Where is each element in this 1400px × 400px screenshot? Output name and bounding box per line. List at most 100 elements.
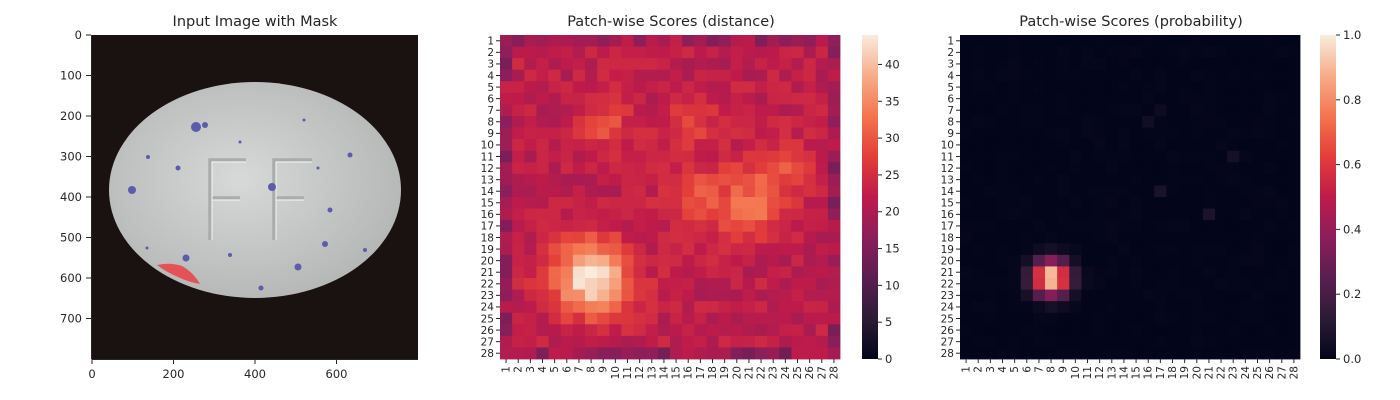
- heatmap-cell: [1142, 69, 1155, 82]
- heatmap-cell: [657, 116, 671, 128]
- y-tick-label: 28: [481, 348, 494, 360]
- heatmap-cell: [1081, 127, 1094, 140]
- heatmap-cell: [779, 58, 792, 71]
- heatmap-cell: [1239, 81, 1252, 94]
- heatmap-cell: [1287, 139, 1301, 152]
- heatmap-cell: [960, 347, 973, 360]
- colorbar-tick-label: 0.4: [1343, 222, 1361, 236]
- heatmap-cell: [512, 69, 525, 82]
- heatmap-cell: [1227, 46, 1240, 59]
- heatmap-cell: [1239, 69, 1252, 82]
- heatmap-cell: [718, 335, 732, 348]
- heatmap-cell: [572, 266, 586, 279]
- heatmap-cell: [1178, 266, 1192, 279]
- y-tick-label: 2: [487, 47, 494, 59]
- heatmap-cell: [1130, 197, 1143, 209]
- heatmap-cell: [791, 208, 804, 221]
- heatmap-cell: [984, 347, 997, 360]
- heatmap-cell: [694, 278, 707, 290]
- heatmap-cell: [524, 116, 537, 128]
- heatmap-cell: [682, 35, 695, 47]
- heatmap-cell: [803, 197, 817, 209]
- heatmap-cell: [791, 335, 804, 348]
- heatmap-cell: [1215, 197, 1228, 209]
- heatmap-cell: [633, 347, 647, 360]
- x-tick-label: 7: [1033, 366, 1045, 373]
- y-tick-label: 200: [60, 109, 82, 123]
- heatmap-cell: [1117, 69, 1131, 82]
- heatmap-cell: [718, 197, 732, 209]
- heatmap-cell: [597, 150, 610, 163]
- heatmap-cell: [1020, 197, 1034, 209]
- heatmap-cell: [1081, 254, 1094, 267]
- heatmap-cell: [1215, 220, 1228, 233]
- heatmap-cell: [1275, 324, 1289, 337]
- heatmap-cell: [972, 301, 985, 314]
- heatmap-cell: [803, 69, 817, 82]
- heatmap-cell: [1251, 254, 1264, 267]
- heatmap-cell: [633, 92, 647, 105]
- heatmap-cell: [682, 266, 695, 279]
- panel3-title: Patch-wise Scores (probability): [1019, 14, 1242, 30]
- heatmap-cell: [597, 162, 610, 175]
- heatmap-cell: [718, 208, 732, 221]
- heatmap-cell: [1008, 208, 1022, 221]
- x-tick-label: 15: [671, 366, 683, 379]
- heatmap-cell: [1020, 173, 1034, 186]
- heatmap-cell: [791, 185, 804, 198]
- heatmap-cell: [585, 301, 598, 314]
- heatmap-cell: [960, 35, 973, 47]
- heatmap-cell: [1081, 231, 1094, 244]
- heatmap-cell: [1081, 46, 1094, 59]
- colorbar-tick-label: 20: [885, 205, 900, 219]
- heatmap-cell: [972, 162, 985, 175]
- heatmap-cell: [1263, 104, 1277, 117]
- heatmap-cell: [1117, 116, 1131, 128]
- heatmap-cell: [755, 312, 768, 325]
- heatmap-cell: [718, 301, 732, 314]
- heatmap-cell: [742, 208, 756, 221]
- heatmap-cell: [1130, 266, 1143, 279]
- heatmap-cell: [1166, 254, 1179, 267]
- heatmap-cell: [730, 139, 744, 152]
- heatmap-cell: [730, 58, 744, 71]
- heatmap-cell: [536, 69, 549, 82]
- heatmap-cell: [706, 69, 719, 82]
- heatmap-cell: [1093, 185, 1107, 198]
- heatmap-cell: [706, 35, 719, 47]
- heatmap-cell: [1251, 81, 1264, 94]
- heatmap-cell: [670, 58, 683, 71]
- heatmap-cell: [1045, 254, 1058, 267]
- heatmap-cell: [1227, 243, 1240, 256]
- heatmap-cell: [827, 254, 841, 267]
- heatmap-cell: [791, 116, 804, 128]
- heatmap-cell: [1227, 81, 1240, 94]
- heatmap-cell: [512, 278, 525, 290]
- heatmap-cell: [500, 324, 513, 337]
- heatmap-cell: [755, 197, 768, 209]
- heatmap-cell: [779, 312, 792, 325]
- heatmap-cell: [657, 220, 671, 233]
- heatmap-cell: [572, 208, 586, 221]
- heatmap-cell: [718, 220, 732, 233]
- heatmap-cell: [755, 347, 768, 360]
- heatmap-cell: [621, 220, 634, 233]
- heatmap-cell: [960, 301, 973, 314]
- y-tick-label: 25: [481, 313, 494, 325]
- heatmap-cell: [694, 197, 707, 209]
- heatmap-cell: [645, 116, 659, 128]
- heatmap-cell: [597, 173, 610, 186]
- heatmap-cell: [1215, 335, 1228, 348]
- heatmap-cell: [536, 162, 549, 175]
- heatmap-cell: [972, 35, 985, 47]
- heatmap-cell: [1227, 324, 1240, 337]
- heatmap-cell: [960, 208, 973, 221]
- heatmap-cell: [1142, 104, 1155, 117]
- heatmap-cell: [1081, 278, 1094, 290]
- colorbar-tick-label: 0.2: [1343, 287, 1361, 301]
- heatmap-cell: [633, 278, 647, 290]
- heatmap-cell: [972, 254, 985, 267]
- heatmap-cell: [633, 289, 647, 302]
- heatmap-cell: [621, 46, 634, 59]
- y-tick-label: 2: [947, 47, 954, 59]
